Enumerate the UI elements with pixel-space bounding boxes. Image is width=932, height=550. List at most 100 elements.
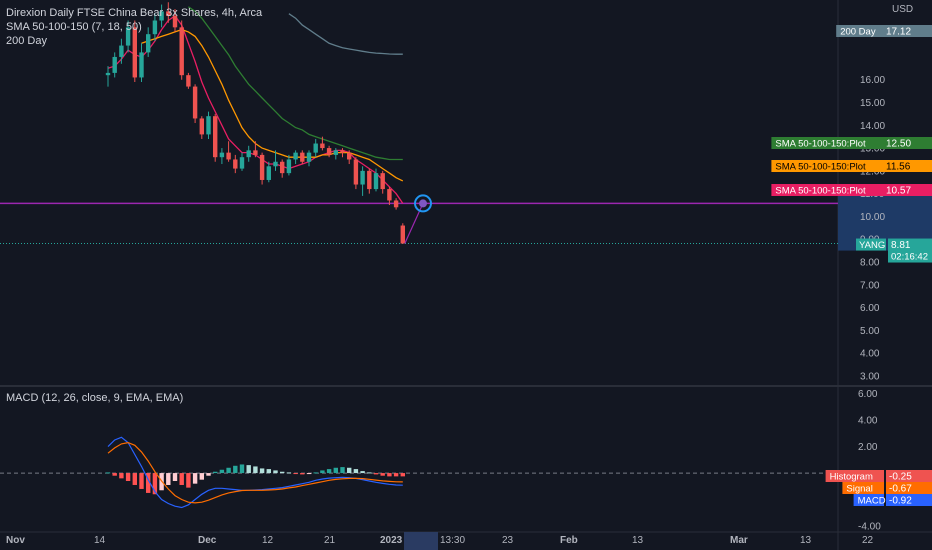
- candle: [373, 168, 379, 192]
- candle: [132, 20, 137, 83]
- price-tick-label: 14.00: [860, 121, 885, 132]
- chart-title: Direxion Daily FTSE China Bear 3x Shares…: [6, 7, 263, 19]
- candle-body: [300, 152, 305, 162]
- time-tick-label: Nov: [6, 535, 25, 546]
- histogram-bar: [380, 473, 385, 476]
- candle-body: [293, 152, 298, 160]
- histogram-bar: [387, 473, 392, 477]
- histogram-bar: [112, 473, 117, 476]
- time-tick-label: 13: [800, 535, 812, 546]
- candle-body: [199, 118, 204, 135]
- histogram-bar: [139, 473, 144, 489]
- time-tick-label: Dec: [198, 535, 217, 546]
- histogram-bar: [219, 469, 225, 474]
- price-tag-label: SMA 50-100-150:Plot: [775, 186, 866, 197]
- histogram-bar: [233, 465, 238, 474]
- candle-body: [373, 173, 379, 190]
- candle: [186, 72, 191, 89]
- candle: [119, 38, 124, 64]
- histogram-bar: [400, 473, 405, 477]
- candle-body: [172, 15, 178, 28]
- macd-tag: Signal -0.67: [842, 482, 932, 495]
- price-tag-value: 10.57: [886, 186, 911, 197]
- last-price-label: YANG: [859, 240, 885, 251]
- time-tick-label: 12: [262, 535, 274, 546]
- histogram-bar: [132, 473, 137, 485]
- histogram-bar: [306, 473, 312, 475]
- price-tag-label-bg: [771, 184, 882, 196]
- candle-body: [326, 148, 332, 155]
- price-tick-label: 7.00: [860, 280, 880, 291]
- price-tag: SMA 50-100-150:Plot 11.56: [771, 160, 932, 173]
- candle-body: [266, 166, 271, 180]
- candle: [393, 198, 399, 210]
- histogram-bar: [273, 470, 278, 474]
- candle-body: [259, 154, 265, 180]
- candle: [340, 148, 345, 158]
- price-tag-value-bg: [882, 25, 932, 37]
- candle: [139, 43, 144, 83]
- marker-ring: [414, 194, 432, 213]
- histogram-bar: [360, 471, 365, 474]
- candle: [152, 13, 158, 42]
- candle: [166, 2, 171, 23]
- macd-tag-label-bg: [825, 470, 884, 482]
- histogram-bar: [320, 470, 325, 474]
- candle-body: [146, 34, 151, 53]
- candle-body: [119, 45, 124, 57]
- candle-body: [192, 86, 198, 119]
- signal-line: [107, 441, 403, 504]
- time-tick-label: 21: [324, 535, 336, 546]
- price-tag-label: 200 Day: [840, 27, 876, 38]
- time-tick-label: 14: [94, 535, 106, 546]
- last-price-value-bg: [888, 238, 932, 263]
- candle-body: [353, 159, 359, 185]
- candle: [300, 150, 305, 165]
- histogram-bar: [266, 469, 271, 474]
- candle: [387, 186, 392, 206]
- candle: [367, 168, 372, 194]
- candle-body: [166, 11, 171, 16]
- candle-body: [360, 170, 365, 185]
- candle-body: [393, 200, 399, 208]
- candle: [213, 113, 218, 162]
- time-tick-label: 23: [502, 535, 514, 546]
- price-tick-label: 8.00: [860, 257, 880, 268]
- last-price-value: 8.81: [891, 240, 911, 251]
- macd-tag-label: MACD: [858, 496, 886, 507]
- candle-body: [306, 152, 312, 162]
- price-tag-label-bg: [771, 137, 882, 149]
- macd-title: MACD (12, 26, close, 9, EMA, EMA): [6, 392, 184, 404]
- candle: [333, 148, 338, 160]
- candle: [219, 148, 225, 165]
- series-line-1: [141, 28, 404, 182]
- legend-sma: SMA 50-100-150 (7, 18, 50): [6, 21, 142, 33]
- price-tag: SMA 50-100-150:Plot 12.50: [771, 137, 932, 150]
- macd-tag-value: -0.25: [889, 472, 912, 483]
- candle: [320, 136, 325, 151]
- macd-tag-label-bg: [842, 482, 884, 494]
- macd-tag: MACD -0.92: [853, 494, 932, 507]
- candle-body: [226, 152, 231, 160]
- price-tick-label: 15.00: [860, 98, 885, 109]
- candle-body: [125, 27, 131, 46]
- legend-200day: 200 Day: [6, 35, 47, 47]
- histogram-bar: [300, 473, 305, 475]
- candle-body: [179, 27, 184, 76]
- candle: [179, 20, 184, 80]
- macd-tag-value-bg: [886, 482, 932, 494]
- price-tick-label: 4.00: [860, 349, 880, 360]
- histogram-bar: [253, 466, 258, 474]
- histogram-bar: [246, 465, 251, 474]
- price-tick-label: 10.00: [860, 212, 885, 223]
- price-tick-label: 5.00: [860, 326, 880, 337]
- histogram-bar: [119, 473, 124, 479]
- price-tag-value: 12.50: [886, 139, 911, 150]
- price-tag-value: 17.12: [886, 27, 911, 38]
- candle: [380, 170, 385, 194]
- candle: [273, 150, 278, 171]
- price-tag-label: SMA 50-100-150:Plot: [775, 139, 866, 150]
